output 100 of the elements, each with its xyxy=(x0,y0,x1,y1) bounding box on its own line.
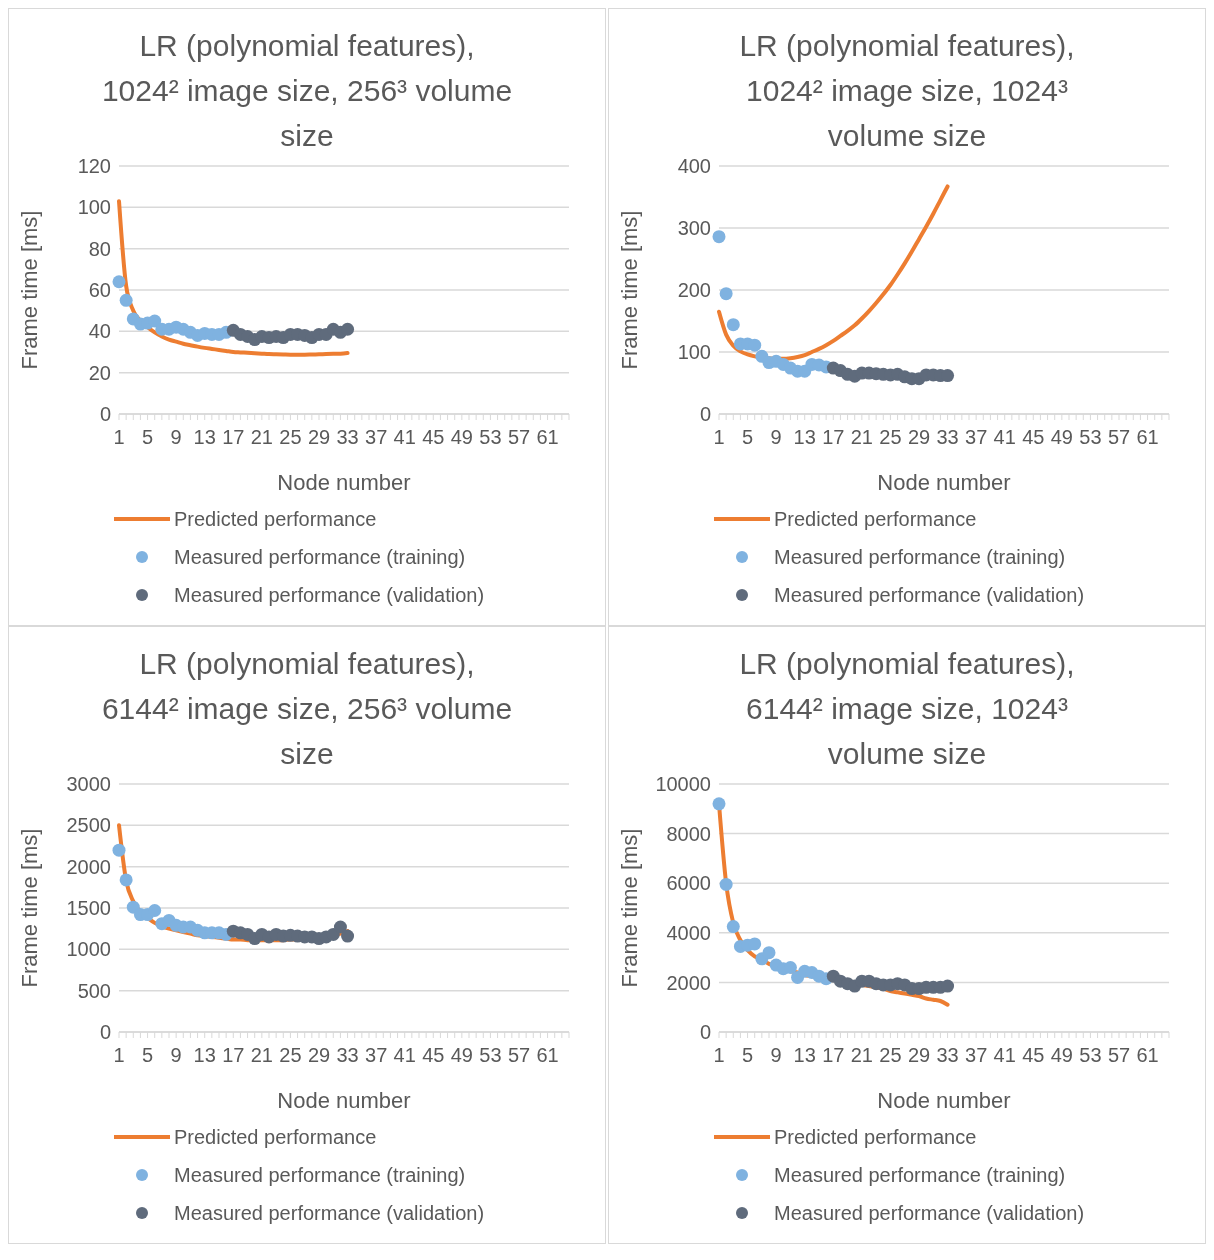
x-tick-label: 21 xyxy=(250,426,273,449)
y-axis-title: Frame time [ms] xyxy=(16,210,42,370)
point xyxy=(119,293,133,307)
x-tick-label: 53 xyxy=(1079,426,1102,449)
point xyxy=(112,843,126,857)
point xyxy=(726,318,740,332)
point xyxy=(148,314,162,328)
y-tick-label: 100 xyxy=(77,196,111,219)
x-axis-title: Node number xyxy=(277,1088,411,1113)
x-axis-title: Node number xyxy=(877,470,1011,495)
x-tick-label: 1 xyxy=(713,1044,725,1067)
y-tick-label: 1000 xyxy=(66,938,111,961)
y-tick-label: 60 xyxy=(88,279,111,302)
point xyxy=(762,946,776,960)
point xyxy=(941,979,955,993)
x-tick-label: 41 xyxy=(393,426,416,449)
point xyxy=(719,877,733,891)
y-tick-label: 0 xyxy=(699,403,711,426)
legend-label: Predicted performance xyxy=(774,1125,977,1150)
x-tick-label: 41 xyxy=(993,426,1016,449)
y-tick-label: 120 xyxy=(77,155,111,178)
point xyxy=(719,287,733,301)
x-tick-label: 25 xyxy=(279,1044,302,1067)
legend-label: Measured performance (validation) xyxy=(174,1201,485,1226)
legend-label: Predicted performance xyxy=(174,1125,377,1150)
y-tick-label: 1500 xyxy=(66,897,111,920)
legend-label: Measured performance (validation) xyxy=(174,583,485,608)
x-tick-label: 13 xyxy=(193,1044,216,1067)
y-axis-title: Frame time [ms] xyxy=(616,210,642,370)
legend-label: Measured performance (training) xyxy=(174,1163,466,1188)
point xyxy=(341,929,355,943)
x-tick-label: 5 xyxy=(142,1044,154,1067)
x-tick-label: 49 xyxy=(450,426,473,449)
y-tick-label: 100 xyxy=(677,341,711,364)
x-tick-label: 57 xyxy=(507,426,531,449)
legend-label: Measured performance (training) xyxy=(774,545,1066,570)
point xyxy=(712,230,726,244)
x-tick-label: 17 xyxy=(822,1044,845,1067)
x-tick-label: 49 xyxy=(1050,1044,1073,1067)
x-tick-label: 13 xyxy=(793,1044,816,1067)
point xyxy=(748,937,762,951)
x-tick-label: 33 xyxy=(936,426,959,449)
y-tick-label: 0 xyxy=(99,1021,111,1044)
x-tick-label: 29 xyxy=(307,1044,331,1067)
x-tick-label: 5 xyxy=(142,426,154,449)
x-tick-label: 29 xyxy=(907,426,931,449)
x-tick-label: 57 xyxy=(1107,426,1131,449)
y-tick-label: 3000 xyxy=(66,773,111,796)
chart-title: LR (polynomial features), 1024² image size, 1024³ volume size xyxy=(739,29,1075,152)
x-tick-label: 45 xyxy=(422,426,445,449)
x-tick-label: 37 xyxy=(365,1044,388,1067)
x-tick-label: 25 xyxy=(279,426,302,449)
x-tick-label: 33 xyxy=(336,1044,359,1067)
legend-label: Measured performance (training) xyxy=(774,1163,1066,1188)
x-tick-label: 37 xyxy=(965,1044,988,1067)
x-tick-label: 37 xyxy=(365,426,388,449)
point xyxy=(341,322,355,336)
x-tick-label: 37 xyxy=(965,426,988,449)
x-tick-label: 49 xyxy=(1050,426,1073,449)
chart-title: LR (polynomial features), 6144² image size, 256³ volume size xyxy=(101,647,513,770)
x-tick-label: 21 xyxy=(850,1044,873,1067)
chart-title: LR (polynomial features), 6144² image size, 1024³ volume size xyxy=(739,647,1075,770)
x-tick-label: 45 xyxy=(1022,426,1045,449)
y-tick-label: 500 xyxy=(77,979,111,1002)
legend-label: Predicted performance xyxy=(174,507,377,532)
x-tick-label: 5 xyxy=(742,1044,754,1067)
y-tick-label: 2000 xyxy=(666,971,711,994)
point xyxy=(333,920,347,934)
x-tick-label: 57 xyxy=(507,1044,531,1067)
y-tick-label: 6000 xyxy=(666,872,711,895)
x-tick-label: 13 xyxy=(193,426,216,449)
x-tick-label: 61 xyxy=(1136,1044,1159,1067)
x-tick-label: 33 xyxy=(336,426,359,449)
point xyxy=(726,920,740,934)
x-tick-label: 53 xyxy=(479,426,502,449)
x-tick-label: 9 xyxy=(170,1044,182,1067)
x-tick-label: 9 xyxy=(770,1044,782,1067)
x-tick-label: 61 xyxy=(536,1044,559,1067)
x-tick-label: 17 xyxy=(822,426,845,449)
x-axis-title: Node number xyxy=(277,470,411,495)
y-tick-label: 200 xyxy=(677,279,711,302)
x-tick-label: 53 xyxy=(1079,1044,1102,1067)
x-tick-label: 1 xyxy=(113,1044,125,1067)
point xyxy=(112,275,126,289)
point xyxy=(712,797,726,811)
legend-label: Measured performance (training) xyxy=(174,545,466,570)
y-tick-label: 400 xyxy=(677,155,711,178)
x-tick-label: 21 xyxy=(850,426,873,449)
legend-label: Predicted performance xyxy=(774,507,977,532)
y-tick-label: 40 xyxy=(88,320,111,343)
x-tick-label: 13 xyxy=(793,426,816,449)
y-tick-label: 8000 xyxy=(666,822,711,845)
y-tick-label: 20 xyxy=(88,361,111,384)
y-tick-label: 0 xyxy=(699,1021,711,1044)
y-tick-label: 2000 xyxy=(66,855,111,878)
x-tick-label: 45 xyxy=(422,1044,445,1067)
x-tick-label: 33 xyxy=(936,1044,959,1067)
legend-label: Measured performance (validation) xyxy=(774,1201,1085,1226)
x-tick-label: 9 xyxy=(170,426,182,449)
x-tick-label: 45 xyxy=(1022,1044,1045,1067)
